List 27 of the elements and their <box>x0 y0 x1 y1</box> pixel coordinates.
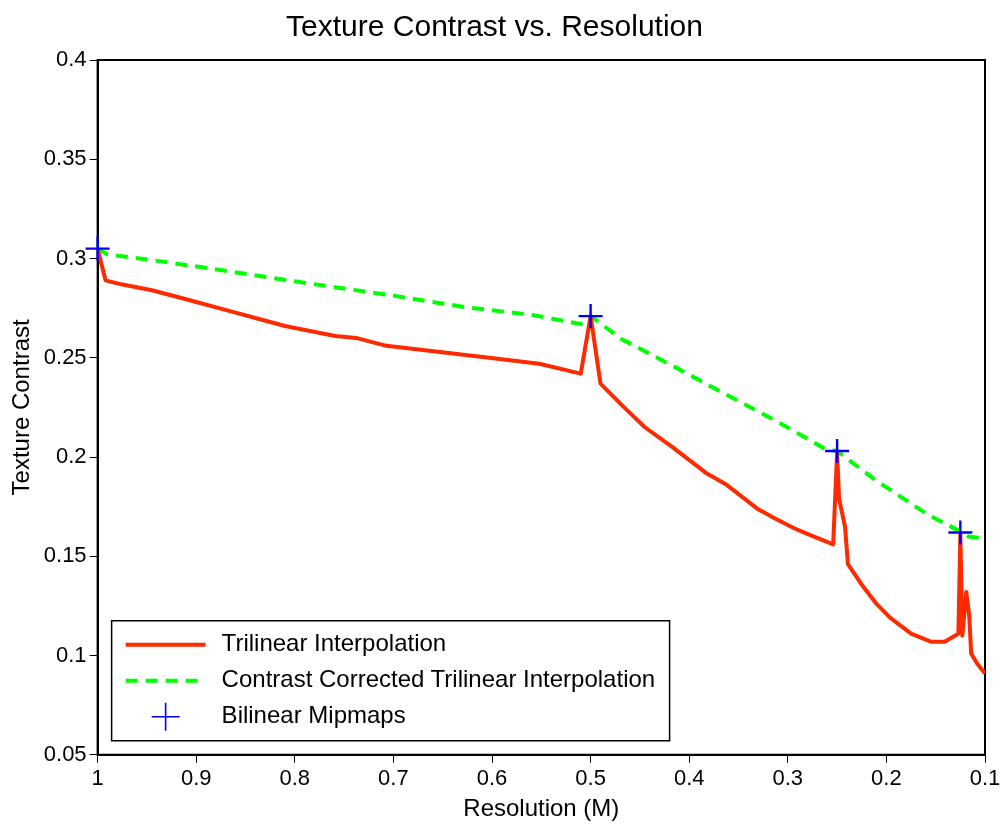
y-tick-label: 0.3 <box>56 244 87 270</box>
legend-label: Bilinear Mipmaps <box>221 701 406 729</box>
point <box>85 236 110 261</box>
x-tick-label: 0.8 <box>279 765 311 791</box>
point <box>948 520 973 545</box>
x-tick-label: 0.9 <box>180 765 212 791</box>
x-tick-label: 0.7 <box>378 765 409 791</box>
y-tick-label: 0.05 <box>43 740 87 766</box>
x-tick-label: 0.1 <box>969 765 1001 791</box>
x-tick-label: 0.2 <box>871 765 902 791</box>
y-tick-label: 0.25 <box>43 343 87 369</box>
point <box>578 304 603 329</box>
legend-label: Contrast Corrected Trilinear Interpolation <box>221 665 656 693</box>
y-tick-label: 0.2 <box>56 443 87 469</box>
y-tick-label: 0.35 <box>43 145 87 171</box>
x-tick-label: 0.4 <box>673 765 705 791</box>
y-tick-label: 0.4 <box>56 46 87 72</box>
x-tick-label: 0.6 <box>476 765 508 791</box>
y-tick-label: 0.15 <box>43 542 87 568</box>
x-tick-label: 0.3 <box>772 765 804 791</box>
y-axis-title: Texture Contrast <box>7 319 35 496</box>
x-axis-title: Resolution (M) <box>463 794 620 822</box>
legend-label: Trilinear Interpolation <box>221 629 447 657</box>
x-tick-label: 1 <box>91 765 104 791</box>
y-tick-label: 0.1 <box>56 641 87 667</box>
chart-title: Texture Contrast vs. Resolution <box>286 9 703 43</box>
x-tick-label: 0.5 <box>575 765 606 791</box>
